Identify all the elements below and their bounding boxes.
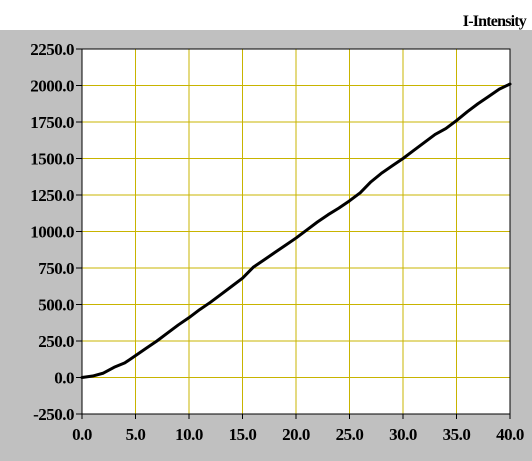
- y-tick-label: 1250.0: [30, 186, 74, 205]
- y-tick-label: 1000.0: [30, 223, 74, 242]
- y-tick-label: 2250.0: [30, 40, 74, 59]
- x-axis-tick-labels: 0.0 5.0 10.0 15.0 20.0 25.0 30.0 35.0 40.0: [72, 425, 524, 444]
- series-layer: [80, 82, 512, 379]
- series-line: [80, 82, 512, 379]
- y-tick-label: 1500.0: [30, 150, 74, 169]
- x-tick-label: 20.0: [282, 425, 310, 444]
- y-tick-label: 2000.0: [30, 77, 74, 96]
- x-tick-label: 25.0: [336, 425, 364, 444]
- x-tick-label: 10.0: [175, 425, 203, 444]
- axis-ticks: [76, 48, 511, 419]
- x-tick-label: 30.0: [389, 425, 417, 444]
- grid: [81, 48, 511, 415]
- y-tick-label: 500.0: [38, 296, 74, 315]
- x-tick-label: 5.0: [126, 425, 146, 444]
- y-tick-label: 0.0: [54, 369, 74, 388]
- y-tick-label: 750.0: [38, 259, 74, 278]
- x-tick-label: 40.0: [496, 425, 524, 444]
- title-strip: [0, 0, 532, 30]
- y-axis-tick-labels: -250.0 0.0 250.0 500.0 750.0 1000.0 1250.0 1500…: [30, 40, 74, 424]
- y-tick-label: 1750.0: [30, 113, 74, 132]
- x-tick-label: 35.0: [443, 425, 471, 444]
- x-tick-label: 15.0: [229, 425, 257, 444]
- y-tick-label: 250.0: [38, 332, 74, 351]
- chart-title: I-Intensity: [463, 13, 527, 30]
- y-tick-label: -250.0: [33, 405, 74, 424]
- x-tick-label: 0.0: [72, 425, 92, 444]
